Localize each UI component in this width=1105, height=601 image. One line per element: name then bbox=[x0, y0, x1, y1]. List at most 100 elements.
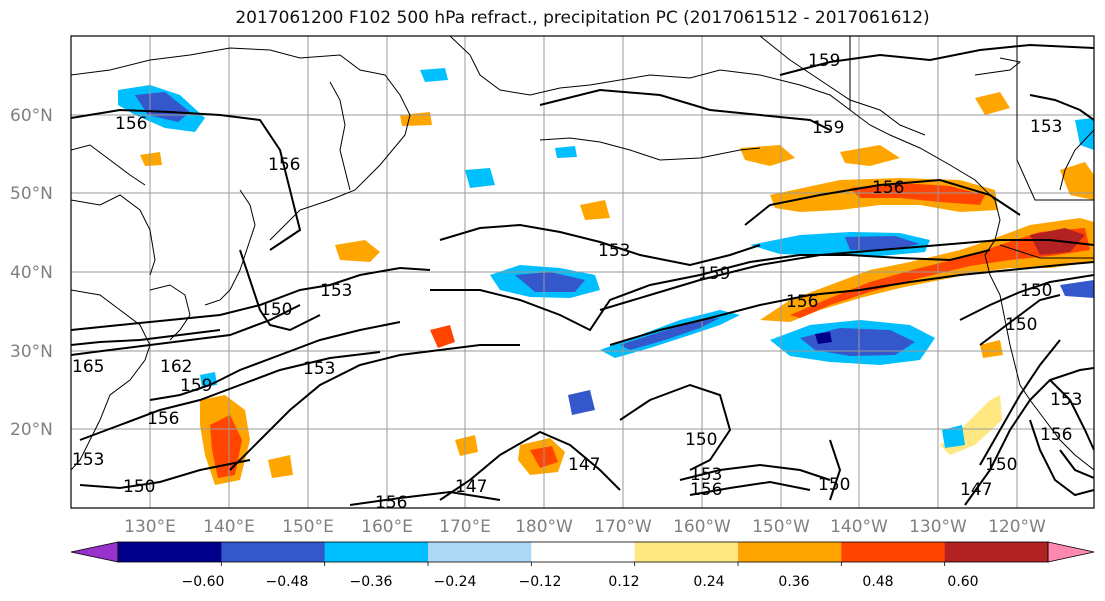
negative-precip-small-3 bbox=[465, 168, 495, 188]
contour-label: 156 bbox=[268, 155, 300, 175]
lon-label: 170°W bbox=[594, 517, 652, 537]
lon-label: 140°W bbox=[830, 517, 888, 537]
colorbar-tick-label: 0.36 bbox=[778, 574, 809, 590]
latitude-labels: 60°N 50°N 40°N 30°N 20°N bbox=[10, 106, 53, 440]
contour-label: 165 bbox=[72, 357, 104, 377]
negative-precip-small-4 bbox=[1075, 118, 1094, 150]
lat-label-30n: 30°N bbox=[10, 342, 53, 362]
colorbar-tick-label: 0.12 bbox=[608, 574, 639, 590]
colorbar: −0.60 −0.48 −0.36 −0.24 −0.12 0.12 0.24 … bbox=[70, 541, 1095, 590]
lon-label: 150°W bbox=[752, 517, 810, 537]
contour-153-south bbox=[229, 344, 520, 471]
contour-159-north bbox=[779, 43, 1094, 76]
negative-precip-dateline-core bbox=[515, 272, 585, 292]
contour-153-east-loop-2 bbox=[1049, 379, 1094, 451]
contour-150-east bbox=[829, 439, 842, 501]
positive-precip-east-edge bbox=[1060, 162, 1094, 200]
contour-156-canada bbox=[1029, 94, 1094, 121]
contour-150-coast bbox=[959, 274, 1094, 321]
contour-label: 156 bbox=[786, 292, 818, 312]
lon-label: 160°E bbox=[361, 517, 413, 537]
contour-156-center-bottom bbox=[689, 480, 811, 496]
colorbar-extend-high bbox=[1047, 541, 1095, 563]
negative-precip-small-6 bbox=[942, 425, 965, 448]
positive-precip-core-northeast bbox=[850, 183, 985, 205]
contour-label: 153 bbox=[72, 450, 104, 470]
positive-precip-canada bbox=[975, 92, 1010, 115]
colorbar-cell bbox=[221, 542, 326, 562]
lat-label-20n: 20°N bbox=[10, 420, 53, 440]
negative-precip-small-1 bbox=[568, 390, 595, 415]
contour-label: 147 bbox=[960, 480, 992, 500]
colorbar-cell bbox=[324, 542, 429, 562]
colorbar-tick-label: −0.36 bbox=[350, 574, 393, 590]
colorbar-tick-label: 0.24 bbox=[693, 574, 724, 590]
colorbar-tick-label: −0.24 bbox=[434, 574, 477, 590]
contour-153-southwest bbox=[71, 266, 431, 331]
lon-label: 130°W bbox=[909, 517, 967, 537]
negative-precip-diagonal-core bbox=[620, 318, 720, 350]
contour-label: 156 bbox=[1040, 425, 1072, 445]
negative-precip-south-band-dark bbox=[815, 332, 832, 344]
coastlines bbox=[71, 36, 1094, 471]
colorbar-tick-label: −0.12 bbox=[519, 574, 562, 590]
positive-precip-core-central bbox=[790, 228, 1090, 318]
colorbar-cell bbox=[738, 542, 842, 562]
contour-label: 153 bbox=[690, 465, 722, 485]
lat-label-40n: 40°N bbox=[10, 263, 53, 283]
colorbar-tick-label: 0.48 bbox=[862, 574, 893, 590]
lon-label: 150°E bbox=[282, 517, 334, 537]
lat-label-50n: 50°N bbox=[10, 184, 53, 204]
colorbar-labels: −0.60 −0.48 −0.36 −0.24 −0.12 0.12 0.24 … bbox=[182, 574, 979, 590]
contour-labels: 159 156 156 159 156 153 159 153 150 156 … bbox=[72, 51, 1082, 513]
contour-150-south bbox=[79, 459, 251, 490]
contour-147-south bbox=[439, 430, 621, 501]
contour-156-southwest bbox=[79, 351, 381, 441]
negative-precip-small-2 bbox=[420, 68, 448, 82]
lon-label: 130°E bbox=[124, 517, 176, 537]
contour-label: 153 bbox=[320, 281, 352, 301]
colorbar-cell bbox=[841, 542, 946, 562]
contour-156-east-loop bbox=[1059, 449, 1094, 479]
colorbar-tick-label: −0.60 bbox=[182, 574, 225, 590]
colorbar-tick-label: −0.48 bbox=[266, 574, 309, 590]
contour-150-east-2 bbox=[979, 339, 1061, 466]
positive-precip-midlat bbox=[335, 240, 380, 262]
contour-label: 150 bbox=[685, 430, 717, 450]
lon-label: 160°W bbox=[673, 517, 731, 537]
colorbar-cell bbox=[428, 542, 532, 562]
lon-label: 120°W bbox=[988, 517, 1046, 537]
contour-153-mid bbox=[439, 223, 761, 267]
lon-label: 170°E bbox=[439, 517, 491, 537]
positive-precip-subtropic-1 bbox=[430, 325, 455, 348]
contour-label: 162 bbox=[160, 357, 192, 377]
colorbar-cell bbox=[118, 542, 222, 562]
negative-precip-small-8 bbox=[555, 146, 577, 158]
lon-label: 180°W bbox=[515, 517, 573, 537]
contour-label: 159 bbox=[812, 118, 844, 138]
contour-label: 153 bbox=[303, 359, 335, 379]
contour-label: 156 bbox=[690, 480, 722, 500]
colorbar-cell bbox=[531, 542, 636, 562]
refractivity-contours bbox=[71, 43, 1094, 506]
contour-159-southwest bbox=[149, 321, 401, 401]
contour-150-center bbox=[619, 383, 732, 471]
contour-label: 156 bbox=[375, 493, 407, 513]
contour-150-japan bbox=[239, 249, 321, 332]
contour-label: 156 bbox=[147, 409, 179, 429]
contour-label: 156 bbox=[115, 114, 147, 134]
map-frame bbox=[70, 35, 1095, 509]
contour-label: 159 bbox=[698, 264, 730, 284]
contour-label: 159 bbox=[180, 376, 212, 396]
contour-147-east bbox=[964, 367, 1094, 506]
contour-156-middle bbox=[609, 261, 1094, 346]
colorbar-extend-low bbox=[70, 541, 119, 563]
negative-precip-small-5 bbox=[1060, 280, 1094, 298]
contour-162 bbox=[71, 304, 301, 356]
contour-159-middle bbox=[599, 239, 1094, 311]
contour-153-loop bbox=[430, 249, 991, 332]
positive-precip-small-2 bbox=[140, 152, 162, 166]
contour-159-arc bbox=[539, 88, 831, 131]
colorbar-ticks bbox=[220, 562, 946, 566]
